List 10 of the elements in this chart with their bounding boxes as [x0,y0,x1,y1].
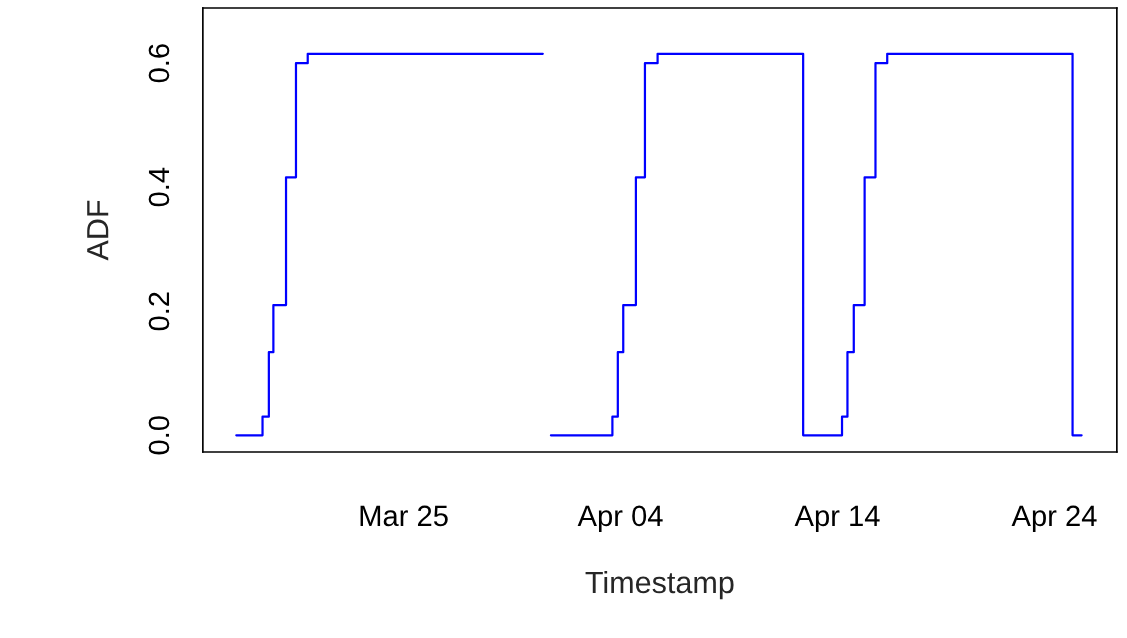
x-axis-title: Timestamp [585,570,734,600]
x-tick-label: Apr 14 [794,505,880,532]
y-tick-label: 0.6 [148,44,170,83]
y-tick-label: 0.0 [148,416,170,455]
y-tick-label: 0.2 [148,292,170,331]
y-axis-title: ADF [87,200,109,261]
x-tick-label: Apr 04 [577,505,663,532]
y-tick-label: 0.4 [148,167,170,207]
x-tick-label: Apr 24 [1011,505,1097,532]
x-tick-label: Mar 25 [360,505,448,527]
